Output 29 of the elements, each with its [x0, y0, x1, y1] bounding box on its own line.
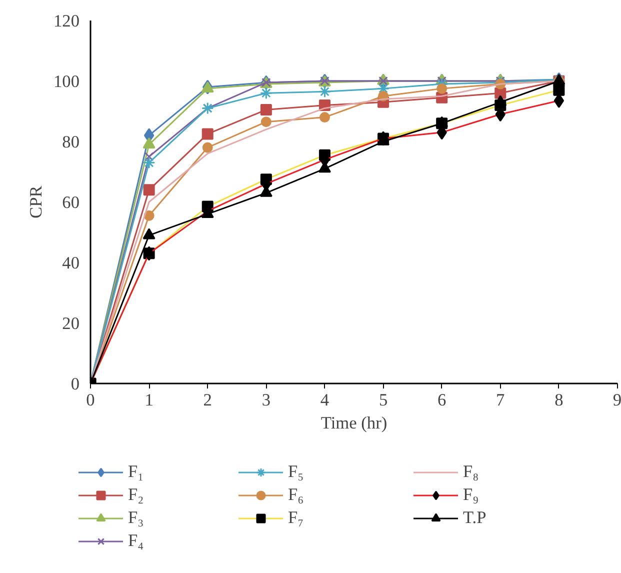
legend-label: F₂	[128, 485, 145, 505]
legend-label: F₄	[128, 531, 145, 551]
y-tick-label: 80	[62, 132, 80, 152]
x-axis-title: Time (hr)	[320, 414, 388, 432]
legend-label: F₆	[288, 485, 305, 505]
x-tick-label: 0	[86, 390, 95, 410]
x-tick-label: 6	[438, 390, 446, 410]
legend-label: F₈	[463, 462, 480, 482]
x-tick-label: 4	[320, 390, 330, 410]
legend-label: T.P	[463, 508, 488, 528]
legend-label: F₉	[463, 485, 480, 505]
x-tick-label: 8	[554, 390, 564, 410]
y-tick-label: 40	[62, 254, 80, 272]
x-tick-label: 3	[262, 390, 271, 410]
y-tick-label: 20	[62, 314, 80, 333]
x-tick-label: 1	[144, 390, 154, 410]
x-tick-label: 5	[378, 390, 388, 410]
y-tick-label: 100	[54, 72, 80, 91]
y-axis-title: CPR	[26, 185, 46, 218]
x-tick-label: 9	[612, 390, 621, 410]
y-tick-label: 60	[62, 193, 80, 212]
legend-label: F₇	[288, 508, 305, 528]
x-tick-label: 7	[496, 390, 506, 410]
legend-label: F₁	[128, 462, 145, 482]
x-tick-label: 2	[203, 390, 212, 410]
y-tick-label: 120	[54, 12, 80, 30]
legend-label: F₅	[288, 462, 305, 482]
legend-label: F₃	[128, 508, 145, 528]
y-tick-label: 0	[70, 374, 80, 394]
